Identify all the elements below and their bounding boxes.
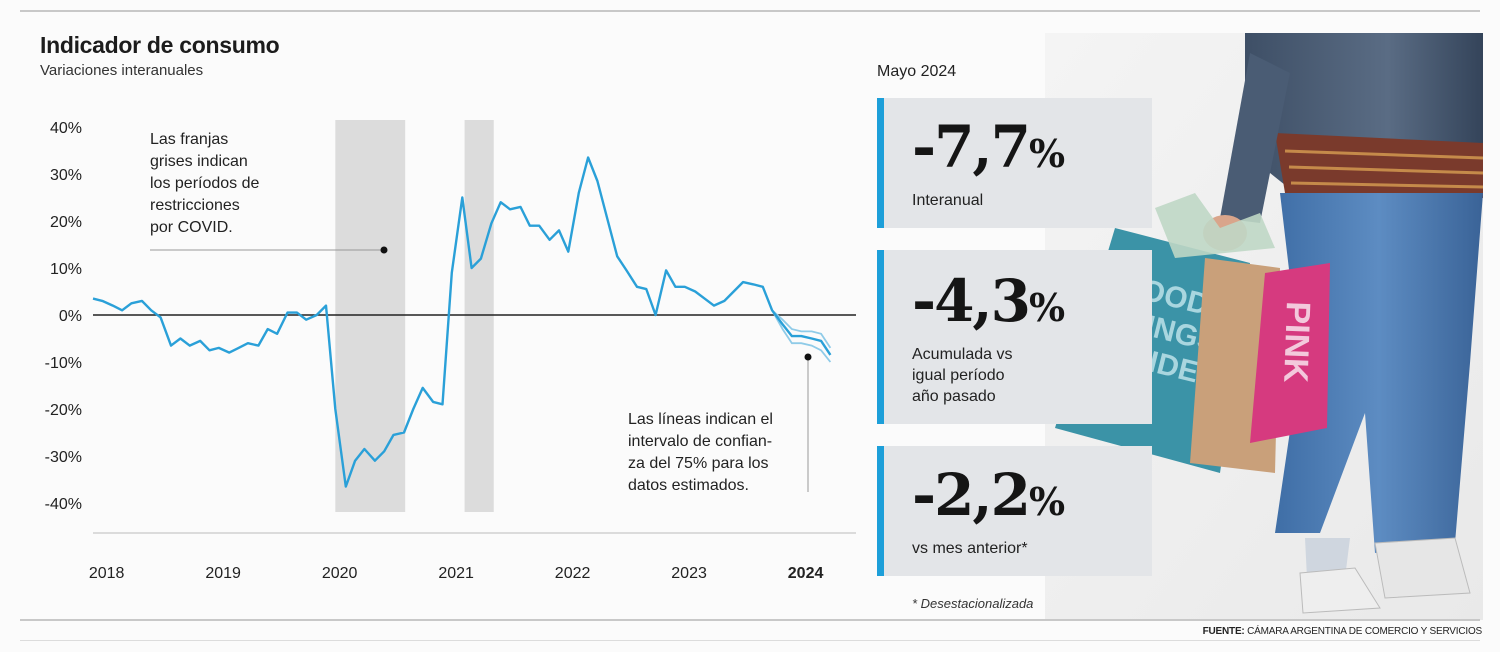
y-tick-label: 30% xyxy=(50,167,82,184)
stat-card-mes-anterior: -2,2% vs mes anterior* xyxy=(877,446,1152,576)
flannel-shirt xyxy=(1275,133,1483,198)
stat-value: -4,3% xyxy=(912,267,1066,335)
stat-desc: vs mes anterior* xyxy=(912,540,1028,557)
footnote: * Desestacionalizada xyxy=(912,596,1034,611)
stat-card-interanual: -7,7% Interanual xyxy=(877,98,1152,228)
ci-annotation-line: datos estimados. xyxy=(628,477,749,494)
y-tick-label: -40% xyxy=(45,496,82,513)
chart-subtitle: Variaciones interanuales xyxy=(40,62,204,79)
ci-leader-dot xyxy=(804,353,812,361)
x-tick-label: 2021 xyxy=(438,565,474,582)
covid-annotation-line: por COVID. xyxy=(150,219,233,236)
bag-pink xyxy=(1250,263,1330,443)
shoe-right xyxy=(1374,537,1471,599)
x-tick-label: 2024 xyxy=(788,565,824,582)
covid-annotation-line: restricciones xyxy=(150,197,240,214)
bottom-rule xyxy=(20,619,1480,621)
bottom-rule-2 xyxy=(20,640,1480,641)
bag-pink-text: PINK xyxy=(1276,301,1317,384)
x-tick-label: 2018 xyxy=(89,565,125,582)
chart-title: Indicador de consumo xyxy=(40,32,280,58)
y-tick-label: 20% xyxy=(50,214,82,231)
covid-annotation-line: los períodos de xyxy=(150,175,260,192)
consumption-series-line xyxy=(92,156,832,488)
arm xyxy=(1220,53,1290,223)
y-tick-label: 40% xyxy=(50,120,82,137)
confidence-interval-line xyxy=(771,309,832,349)
y-tick-label: 10% xyxy=(50,261,82,278)
stat-card-acumulada: -4,3% Acumulada vs igual período año pas… xyxy=(877,250,1152,424)
ci-annotation-line: za del 75% para los xyxy=(628,455,769,472)
ci-annotation-line: Las líneas indican el xyxy=(628,411,773,428)
consumption-line-chart: 40% 30% 20% 10% 0% -10% -20% -30% -40% 2018 2019 2… xyxy=(45,120,856,582)
shoe-left xyxy=(1299,567,1381,614)
stat-value: -2,2% xyxy=(912,461,1066,529)
stat-desc: Interanual xyxy=(912,192,984,209)
x-tick-label: 2020 xyxy=(322,565,358,582)
ci-annotation-line: intervalo de confian- xyxy=(628,433,772,450)
y-tick-label: -20% xyxy=(45,402,82,419)
panel-month: Mayo 2024 xyxy=(877,63,957,80)
y-tick-label: -10% xyxy=(45,355,82,372)
stat-value: -7,7% xyxy=(912,113,1066,181)
source-credit: FUENTE: CÁMARA ARGENTINA DE COMERCIO Y S… xyxy=(1202,626,1483,637)
x-tick-label: 2022 xyxy=(555,565,591,582)
stat-desc: Acumulada vs igual período año pasado xyxy=(912,346,1013,405)
covid-band xyxy=(464,120,494,512)
covid-leader-dot xyxy=(380,246,388,254)
covid-annotation-line: grises indican xyxy=(150,153,248,170)
covid-annotation-line: Las franjas xyxy=(150,131,228,148)
confidence-interval-line xyxy=(771,309,832,363)
covid-band xyxy=(335,120,406,512)
x-tick-label: 2019 xyxy=(205,565,241,582)
top-rule xyxy=(20,10,1480,12)
y-tick-label: 0% xyxy=(59,308,82,325)
x-tick-label: 2023 xyxy=(671,565,707,582)
y-tick-label: -30% xyxy=(45,449,82,466)
